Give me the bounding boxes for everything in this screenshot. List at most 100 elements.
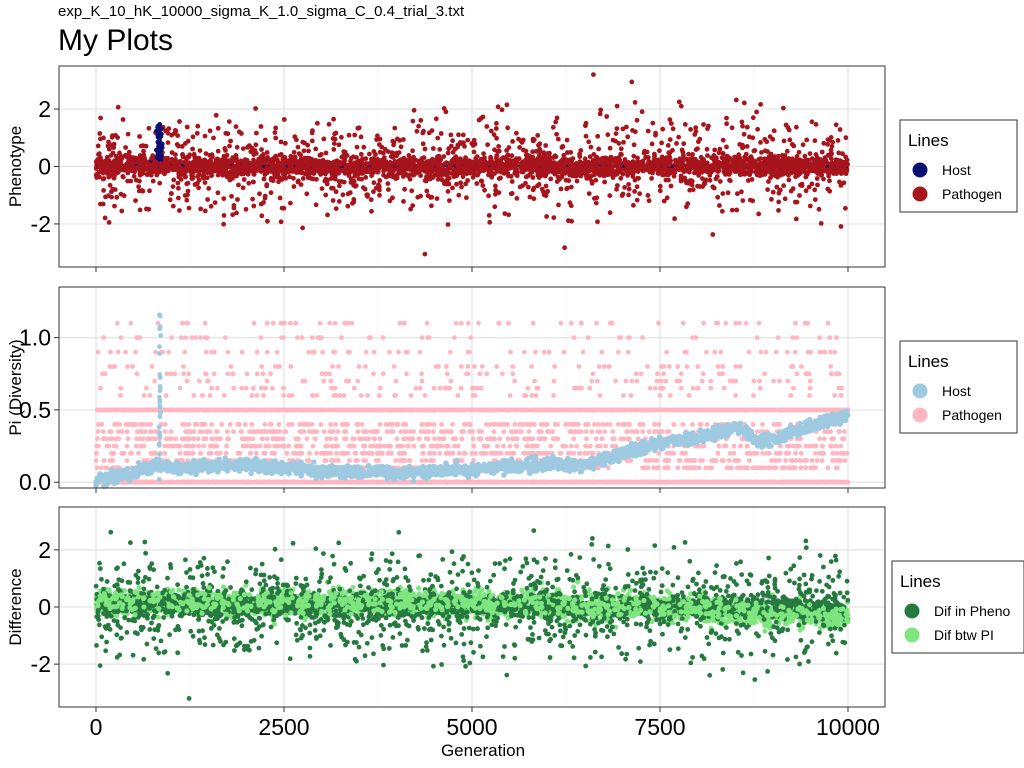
point-pathogen xyxy=(743,151,749,157)
point-pathogen xyxy=(731,160,737,166)
point-pathogen xyxy=(653,132,658,138)
point-pathogen xyxy=(205,197,211,202)
point-pathogen xyxy=(375,133,380,139)
point-pathogen xyxy=(808,162,814,168)
point-pathogen xyxy=(149,156,154,161)
point-pathogen xyxy=(669,168,675,174)
point-pathogen xyxy=(624,124,629,130)
point-pathogen xyxy=(712,147,718,153)
point-pathogen xyxy=(185,188,191,194)
point-pathogen xyxy=(675,160,681,166)
point-pathogen xyxy=(568,203,574,209)
point-pathogen xyxy=(551,215,557,221)
point-pathogen xyxy=(332,131,337,137)
point-pathogen xyxy=(177,208,182,213)
point-pathogen xyxy=(262,137,268,143)
point-pathogen xyxy=(626,186,632,192)
point-pathogen xyxy=(772,169,778,175)
point-pathogen xyxy=(323,192,329,198)
point-pathogen xyxy=(385,181,391,187)
point-pathogen xyxy=(131,173,137,179)
point-pathogen xyxy=(614,186,619,192)
point-pathogen xyxy=(790,186,796,192)
point-pathogen xyxy=(686,181,692,186)
point-pathogen xyxy=(197,148,203,154)
point-pathogen xyxy=(445,222,451,227)
point-pathogen xyxy=(747,197,753,203)
point-pathogen xyxy=(106,139,111,145)
point-pathogen xyxy=(595,219,600,225)
point-pathogen xyxy=(170,167,176,173)
point-pathogen xyxy=(407,176,413,182)
point-pathogen xyxy=(754,162,760,167)
point-pathogen xyxy=(189,171,195,177)
point-pathogen xyxy=(331,141,337,147)
point-pathogen xyxy=(661,198,667,204)
point-pathogen xyxy=(550,162,555,168)
point-pathogen xyxy=(838,224,844,229)
point-pathogen xyxy=(97,131,103,136)
point-pathogen xyxy=(632,189,637,194)
point-pathogen xyxy=(678,103,684,109)
point-pathogen xyxy=(502,168,507,174)
point-pathogen xyxy=(333,206,339,212)
point-pathogen xyxy=(792,199,798,205)
point-pathogen xyxy=(635,175,641,181)
point-pathogen xyxy=(767,134,773,140)
point-pathogen xyxy=(382,163,388,169)
point-pathogen xyxy=(803,188,809,194)
point-pathogen xyxy=(708,164,714,170)
point-pathogen xyxy=(821,140,827,146)
point-pathogen xyxy=(593,200,599,206)
point-pathogen xyxy=(755,126,760,132)
point-pathogen xyxy=(345,203,351,209)
point-pathogen xyxy=(589,179,595,185)
point-pathogen xyxy=(611,170,617,175)
point-pathogen xyxy=(430,146,436,151)
point-pathogen xyxy=(272,130,278,135)
point-pathogen xyxy=(555,174,561,180)
point-pathogen xyxy=(422,178,428,184)
point-pathogen xyxy=(215,190,221,196)
point-pathogen xyxy=(629,79,635,85)
point-pathogen xyxy=(259,147,264,152)
point-pathogen xyxy=(668,183,674,189)
point-pathogen xyxy=(573,173,579,179)
point-pathogen xyxy=(535,167,540,173)
point-pathogen xyxy=(445,150,451,156)
point-pathogen xyxy=(646,198,652,204)
point-pathogen xyxy=(506,145,512,150)
point-pathogen xyxy=(618,146,624,152)
point-pathogen xyxy=(286,160,291,166)
point-pathogen xyxy=(750,115,756,121)
point-pathogen xyxy=(377,142,382,147)
point-pathogen xyxy=(543,183,549,189)
point-pathogen xyxy=(595,133,601,139)
point-pathogen xyxy=(325,212,330,218)
point-pathogen xyxy=(228,138,234,144)
point-pathogen xyxy=(456,132,461,138)
point-host xyxy=(158,154,164,160)
legend-key xyxy=(912,162,928,178)
point-pathogen xyxy=(687,162,692,168)
point-pathogen xyxy=(673,165,679,170)
point-pathogen xyxy=(543,143,549,148)
point-pathogen xyxy=(339,134,344,140)
point-pathogen xyxy=(535,183,540,189)
point-pathogen xyxy=(176,195,181,201)
point-pathogen xyxy=(377,178,383,183)
point-pathogen xyxy=(625,168,631,174)
point-pathogen xyxy=(450,138,455,144)
point-pathogen xyxy=(660,126,666,132)
point-pathogen xyxy=(621,139,626,145)
point-pathogen xyxy=(231,203,237,208)
point-pathogen xyxy=(413,170,419,176)
point-pathogen xyxy=(697,136,703,142)
point-pathogen xyxy=(351,178,357,184)
point-pathogen xyxy=(456,192,462,198)
point-pathogen xyxy=(771,128,777,134)
point-pathogen xyxy=(362,186,368,192)
point-pathogen xyxy=(271,164,277,169)
point-pathogen xyxy=(240,146,246,152)
point-pathogen xyxy=(393,176,399,182)
